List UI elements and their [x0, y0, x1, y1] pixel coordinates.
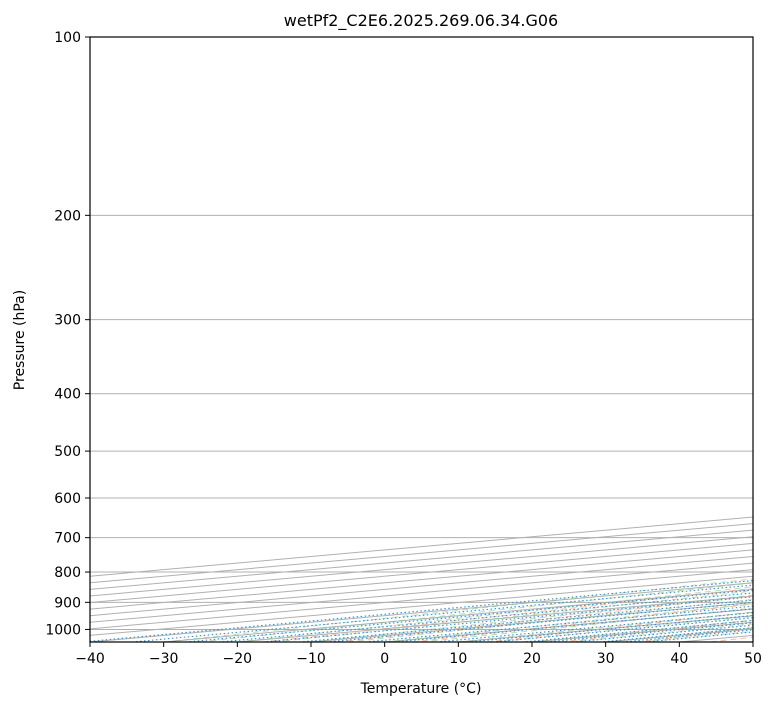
y-tick-label: 900	[54, 595, 81, 611]
x-tick-label: 0	[380, 651, 389, 667]
x-tick-label: 30	[597, 651, 615, 667]
y-axis-label: Pressure (hPa)	[12, 290, 28, 390]
y-axis-ticks: 100 200 300 400 500 600 700 800 900 1000	[45, 30, 90, 638]
x-tick-label: 50	[744, 651, 762, 667]
moist-adiabat-line	[200, 582, 753, 642]
mixing-ratio-lines	[90, 580, 753, 642]
y-tick-label: 500	[54, 444, 81, 460]
y-tick-label: 300	[54, 313, 81, 329]
x-tick-label: 40	[670, 651, 688, 667]
y-tick-label: 1000	[45, 622, 81, 638]
y-tick-label: 200	[54, 208, 81, 224]
mixing-ratio-line	[131, 584, 753, 642]
isotherm-line	[90, 536, 753, 597]
x-axis-ticks: −40 −30 −20 −10 0 10 20 30 40 50	[75, 642, 762, 667]
chart-title: wetPf2_C2E6.2025.269.06.34.G06	[284, 11, 558, 31]
grid-layer	[90, 37, 753, 642]
isotherm-line	[90, 523, 753, 584]
moist-adiabat-line	[237, 586, 753, 642]
mixing-ratio-line	[90, 580, 753, 642]
x-tick-label: 20	[523, 651, 541, 667]
y-tick-label: 700	[54, 531, 81, 547]
moist-adiabat-line	[310, 594, 753, 642]
x-tick-label: −30	[149, 651, 179, 667]
moist-adiabat-line	[274, 590, 753, 642]
y-tick-label: 600	[54, 491, 81, 507]
plot-frame	[89, 36, 754, 643]
x-tick-label: −40	[75, 651, 105, 667]
x-axis-label: Temperature (°C)	[360, 681, 482, 697]
x-tick-label: 10	[449, 651, 467, 667]
y-tick-label: 400	[54, 387, 81, 403]
plot-area	[90, 37, 753, 642]
isotherm-line	[90, 516, 753, 577]
moist-adiabat-line	[347, 598, 753, 642]
y-tick-label: 100	[54, 30, 81, 46]
x-tick-label: −10	[296, 651, 326, 667]
mixing-ratio-line	[394, 608, 753, 642]
x-tick-label: −20	[223, 651, 253, 667]
moist-adiabat-line	[163, 578, 753, 642]
moist-adiabats	[163, 578, 753, 642]
y-tick-label: 800	[54, 565, 81, 581]
isotherm-line	[90, 529, 753, 590]
